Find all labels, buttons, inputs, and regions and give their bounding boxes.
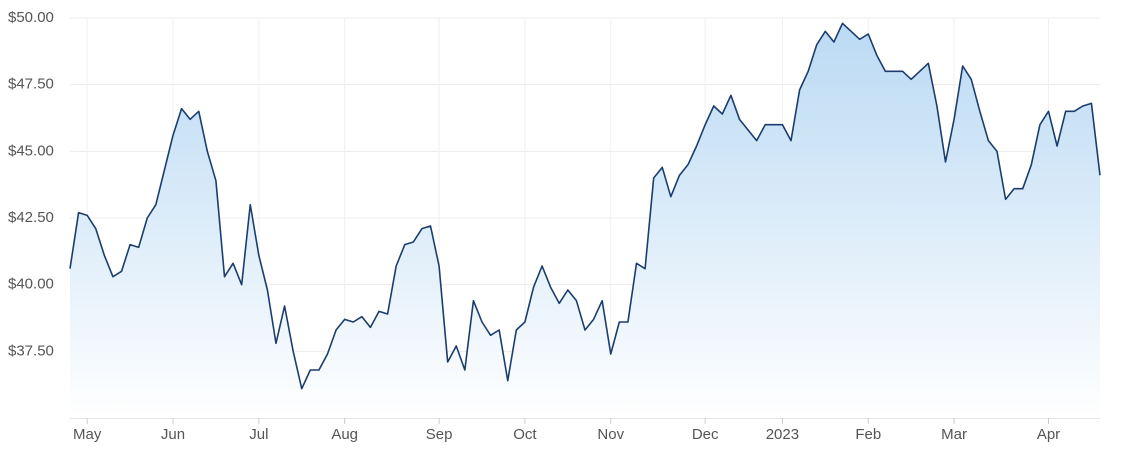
x-tick-label: Feb	[855, 426, 881, 443]
y-tick-label: $45.00	[8, 142, 54, 159]
x-tick-label: Dec	[692, 426, 719, 443]
price-line	[69, 22, 1101, 390]
x-tick-label: Aug	[331, 426, 358, 443]
x-tick-label: May	[73, 426, 102, 443]
y-tick-label: $40.00	[8, 276, 54, 293]
x-tick-label: Sep	[426, 426, 453, 443]
area	[70, 23, 1100, 419]
x-tick-label: Nov	[597, 426, 624, 443]
x-tick-label: Oct	[513, 426, 537, 443]
y-tick-label: $47.50	[8, 76, 54, 93]
y-tick-label: $50.00	[8, 9, 54, 26]
x-tick-label: Apr	[1037, 426, 1060, 443]
x-tick-label: Jul	[249, 426, 268, 443]
x-tick-label: 2023	[766, 426, 799, 443]
x-tick-label: Jun	[161, 426, 185, 443]
y-tick-label: $37.50	[8, 342, 54, 359]
x-tick-label: Mar	[941, 426, 967, 443]
y-tick-label: $42.50	[8, 209, 54, 226]
